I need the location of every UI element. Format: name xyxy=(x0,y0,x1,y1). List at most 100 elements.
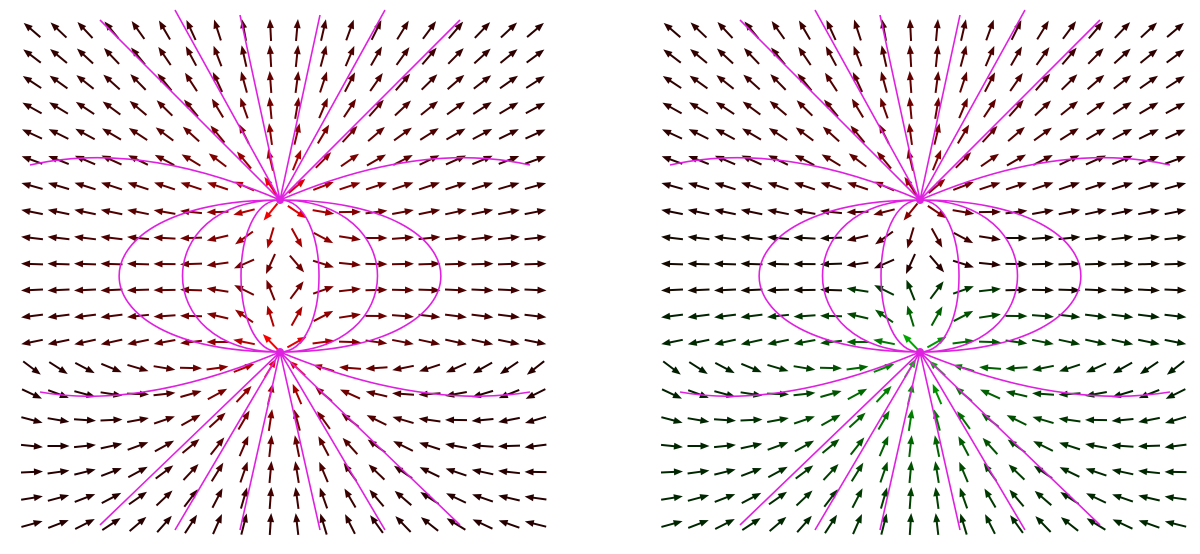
arrow-head xyxy=(855,513,862,524)
arrow-head xyxy=(1010,515,1019,525)
arrow-head xyxy=(50,48,60,58)
arrow-head xyxy=(714,286,724,294)
arrow-head xyxy=(1123,339,1134,346)
arrow-head xyxy=(1123,208,1134,216)
arrow-head xyxy=(375,99,384,109)
field-line xyxy=(279,351,386,531)
arrow-head xyxy=(378,208,388,216)
arrow-head xyxy=(1111,442,1121,450)
arrow-head xyxy=(906,97,914,107)
arrow-head xyxy=(1095,74,1105,84)
arrow-head xyxy=(687,182,698,189)
arrow-head xyxy=(906,305,914,316)
arrow-head xyxy=(47,286,57,294)
arrow-head xyxy=(235,236,245,245)
arrow-head xyxy=(906,123,914,133)
arrow-head xyxy=(1164,494,1174,502)
arrow-head xyxy=(778,466,788,475)
arrow-head xyxy=(33,468,43,476)
arrow-head xyxy=(1015,99,1024,109)
arrow-head xyxy=(744,21,753,31)
arrow-head xyxy=(241,461,248,472)
arrow-head xyxy=(323,310,334,319)
arrow-head xyxy=(499,366,510,375)
arrow-head xyxy=(266,19,274,29)
arrow-head xyxy=(1086,518,1097,526)
arrow-head xyxy=(524,417,535,424)
arrow-head xyxy=(1124,260,1134,268)
arrow-head xyxy=(59,416,70,424)
arrow-head xyxy=(347,19,354,30)
arrow-head xyxy=(471,468,482,476)
arrow-head xyxy=(60,442,70,450)
arrow-head xyxy=(295,263,305,273)
arrow-head xyxy=(1150,208,1160,216)
arrow-head xyxy=(1166,366,1177,375)
arrow-head xyxy=(740,312,750,320)
arrow-head xyxy=(236,151,246,161)
arrow-head xyxy=(241,487,248,498)
arrow-head xyxy=(378,338,388,346)
arrow-head xyxy=(342,437,352,447)
arrow-head xyxy=(240,97,247,108)
arrow-head xyxy=(882,385,892,395)
arrow-head xyxy=(700,468,710,476)
arrow-head xyxy=(524,520,535,527)
arrow-head xyxy=(129,100,139,110)
arrow-head xyxy=(404,208,414,216)
arrow-head xyxy=(687,338,698,346)
arrow-head xyxy=(324,208,335,216)
arrow-head xyxy=(690,22,700,32)
arrow-head xyxy=(905,264,913,275)
arrow-head xyxy=(321,97,328,108)
arrow-head xyxy=(112,442,123,449)
arrow-head xyxy=(267,487,275,497)
arrow-head xyxy=(933,19,941,29)
arrow-head xyxy=(76,75,86,84)
arrow-head xyxy=(295,281,304,291)
arrow-head xyxy=(880,71,887,81)
arrow-head xyxy=(180,312,190,320)
arrow-head xyxy=(820,312,830,320)
arrow-head xyxy=(793,312,803,320)
arrow-head xyxy=(180,260,190,268)
field-line xyxy=(814,351,921,531)
arrow-head xyxy=(206,235,217,242)
arrow-head xyxy=(1015,126,1025,136)
field-line xyxy=(669,156,921,201)
arrow-head xyxy=(1035,516,1045,525)
arrow-head xyxy=(339,389,350,397)
arrow-head xyxy=(1111,416,1121,424)
arrow-head xyxy=(906,19,914,29)
arrow-head xyxy=(846,338,856,346)
arrow-head xyxy=(524,494,534,502)
arrow-head xyxy=(752,365,762,373)
arrow-head xyxy=(104,21,113,31)
arrow-head xyxy=(213,19,221,30)
arrow-head xyxy=(853,45,861,56)
arrow-head xyxy=(1033,441,1043,449)
field-line xyxy=(239,14,281,201)
arrow-head xyxy=(1005,390,1016,397)
arrow-head xyxy=(127,234,137,242)
arrow-head xyxy=(266,279,274,290)
arrow-head xyxy=(673,494,683,502)
field-line xyxy=(919,351,1101,526)
arrow-head xyxy=(131,47,140,57)
arrow-head xyxy=(1086,493,1096,501)
arrow-head xyxy=(1017,182,1027,189)
arrow-head xyxy=(138,466,148,475)
arrow-head xyxy=(267,461,275,471)
arrow-head xyxy=(960,71,968,82)
arrow-head xyxy=(180,208,190,216)
arrow-head xyxy=(537,312,547,320)
arrow-head xyxy=(293,513,301,523)
arrow-head xyxy=(825,46,834,56)
arrow-head xyxy=(803,515,812,525)
arrow-head xyxy=(403,182,414,189)
arrow-head xyxy=(454,21,464,31)
arrow-head xyxy=(881,410,890,421)
arrow-head xyxy=(1175,129,1186,137)
arrow-head xyxy=(102,128,112,136)
arrow-head xyxy=(991,286,1001,294)
